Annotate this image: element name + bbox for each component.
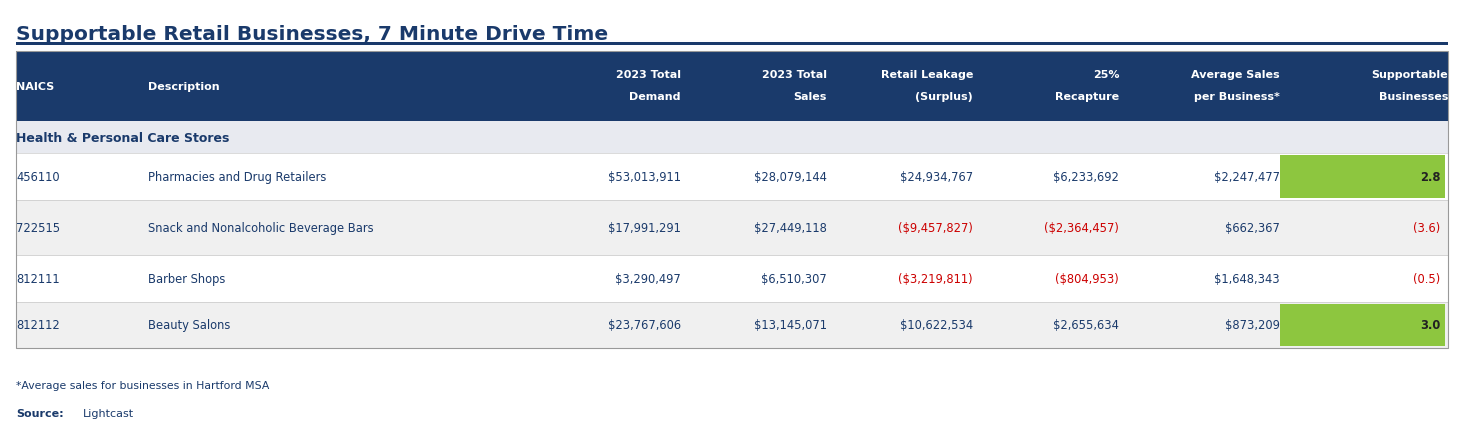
- Text: 2.8: 2.8: [1420, 170, 1441, 184]
- FancyBboxPatch shape: [16, 200, 1448, 255]
- Text: 2023 Total: 2023 Total: [616, 70, 681, 80]
- Text: Recapture: Recapture: [1056, 92, 1118, 101]
- Text: Snack and Nonalcoholic Beverage Bars: Snack and Nonalcoholic Beverage Bars: [148, 222, 373, 234]
- Text: ($9,457,827): ($9,457,827): [899, 222, 974, 234]
- Text: ($2,364,457): ($2,364,457): [1044, 222, 1118, 234]
- Text: ($3,219,811): ($3,219,811): [899, 272, 974, 285]
- FancyBboxPatch shape: [16, 302, 1448, 348]
- FancyBboxPatch shape: [1280, 304, 1445, 346]
- Text: *Average sales for businesses in Hartford MSA: *Average sales for businesses in Hartfor…: [16, 380, 269, 390]
- Text: Supportable: Supportable: [1372, 70, 1448, 80]
- Text: $27,449,118: $27,449,118: [754, 222, 827, 234]
- Text: Businesses: Businesses: [1379, 92, 1448, 101]
- Text: Beauty Salons: Beauty Salons: [148, 319, 230, 331]
- Text: (3.6): (3.6): [1413, 222, 1441, 234]
- FancyBboxPatch shape: [16, 122, 1448, 154]
- Text: $1,648,343: $1,648,343: [1214, 272, 1280, 285]
- Text: $28,079,144: $28,079,144: [754, 170, 827, 184]
- Text: $17,991,291: $17,991,291: [608, 222, 681, 234]
- Text: per Business*: per Business*: [1195, 92, 1280, 101]
- Text: Health & Personal Care Stores: Health & Personal Care Stores: [16, 131, 230, 144]
- Text: Source:: Source:: [16, 409, 63, 418]
- FancyBboxPatch shape: [16, 154, 1448, 200]
- Text: 722515: 722515: [16, 222, 60, 234]
- Text: Average Sales: Average Sales: [1192, 70, 1280, 80]
- Text: (Surplus): (Surplus): [915, 92, 974, 101]
- Text: 812112: 812112: [16, 319, 60, 331]
- Text: Sales: Sales: [793, 92, 827, 101]
- Text: ($804,953): ($804,953): [1056, 272, 1118, 285]
- Text: $13,145,071: $13,145,071: [754, 319, 827, 331]
- Text: Description: Description: [148, 82, 220, 92]
- Text: Barber Shops: Barber Shops: [148, 272, 225, 285]
- Text: $662,367: $662,367: [1225, 222, 1280, 234]
- Text: $6,233,692: $6,233,692: [1054, 170, 1118, 184]
- Text: 25%: 25%: [1092, 70, 1118, 80]
- Text: 3.0: 3.0: [1420, 319, 1441, 331]
- FancyBboxPatch shape: [16, 255, 1448, 302]
- Text: Retail Leakage: Retail Leakage: [881, 70, 974, 80]
- FancyBboxPatch shape: [1280, 156, 1445, 198]
- Text: Demand: Demand: [630, 92, 681, 101]
- Text: $24,934,767: $24,934,767: [900, 170, 974, 184]
- Text: $2,655,634: $2,655,634: [1054, 319, 1118, 331]
- Text: Lightcast: Lightcast: [83, 409, 135, 418]
- Text: (0.5): (0.5): [1413, 272, 1441, 285]
- Text: $873,209: $873,209: [1225, 319, 1280, 331]
- Text: Supportable Retail Businesses, 7 Minute Drive Time: Supportable Retail Businesses, 7 Minute …: [16, 25, 608, 43]
- Text: 456110: 456110: [16, 170, 60, 184]
- Text: $53,013,911: $53,013,911: [608, 170, 681, 184]
- Text: $6,510,307: $6,510,307: [761, 272, 827, 285]
- FancyBboxPatch shape: [16, 52, 1448, 122]
- Text: $3,290,497: $3,290,497: [615, 272, 681, 285]
- Text: $23,767,606: $23,767,606: [608, 319, 681, 331]
- Text: $10,622,534: $10,622,534: [900, 319, 974, 331]
- Text: NAICS: NAICS: [16, 82, 54, 92]
- Text: 2023 Total: 2023 Total: [761, 70, 827, 80]
- Text: $2,247,477: $2,247,477: [1214, 170, 1280, 184]
- Text: Pharmacies and Drug Retailers: Pharmacies and Drug Retailers: [148, 170, 326, 184]
- FancyBboxPatch shape: [16, 43, 1448, 46]
- Text: 812111: 812111: [16, 272, 60, 285]
